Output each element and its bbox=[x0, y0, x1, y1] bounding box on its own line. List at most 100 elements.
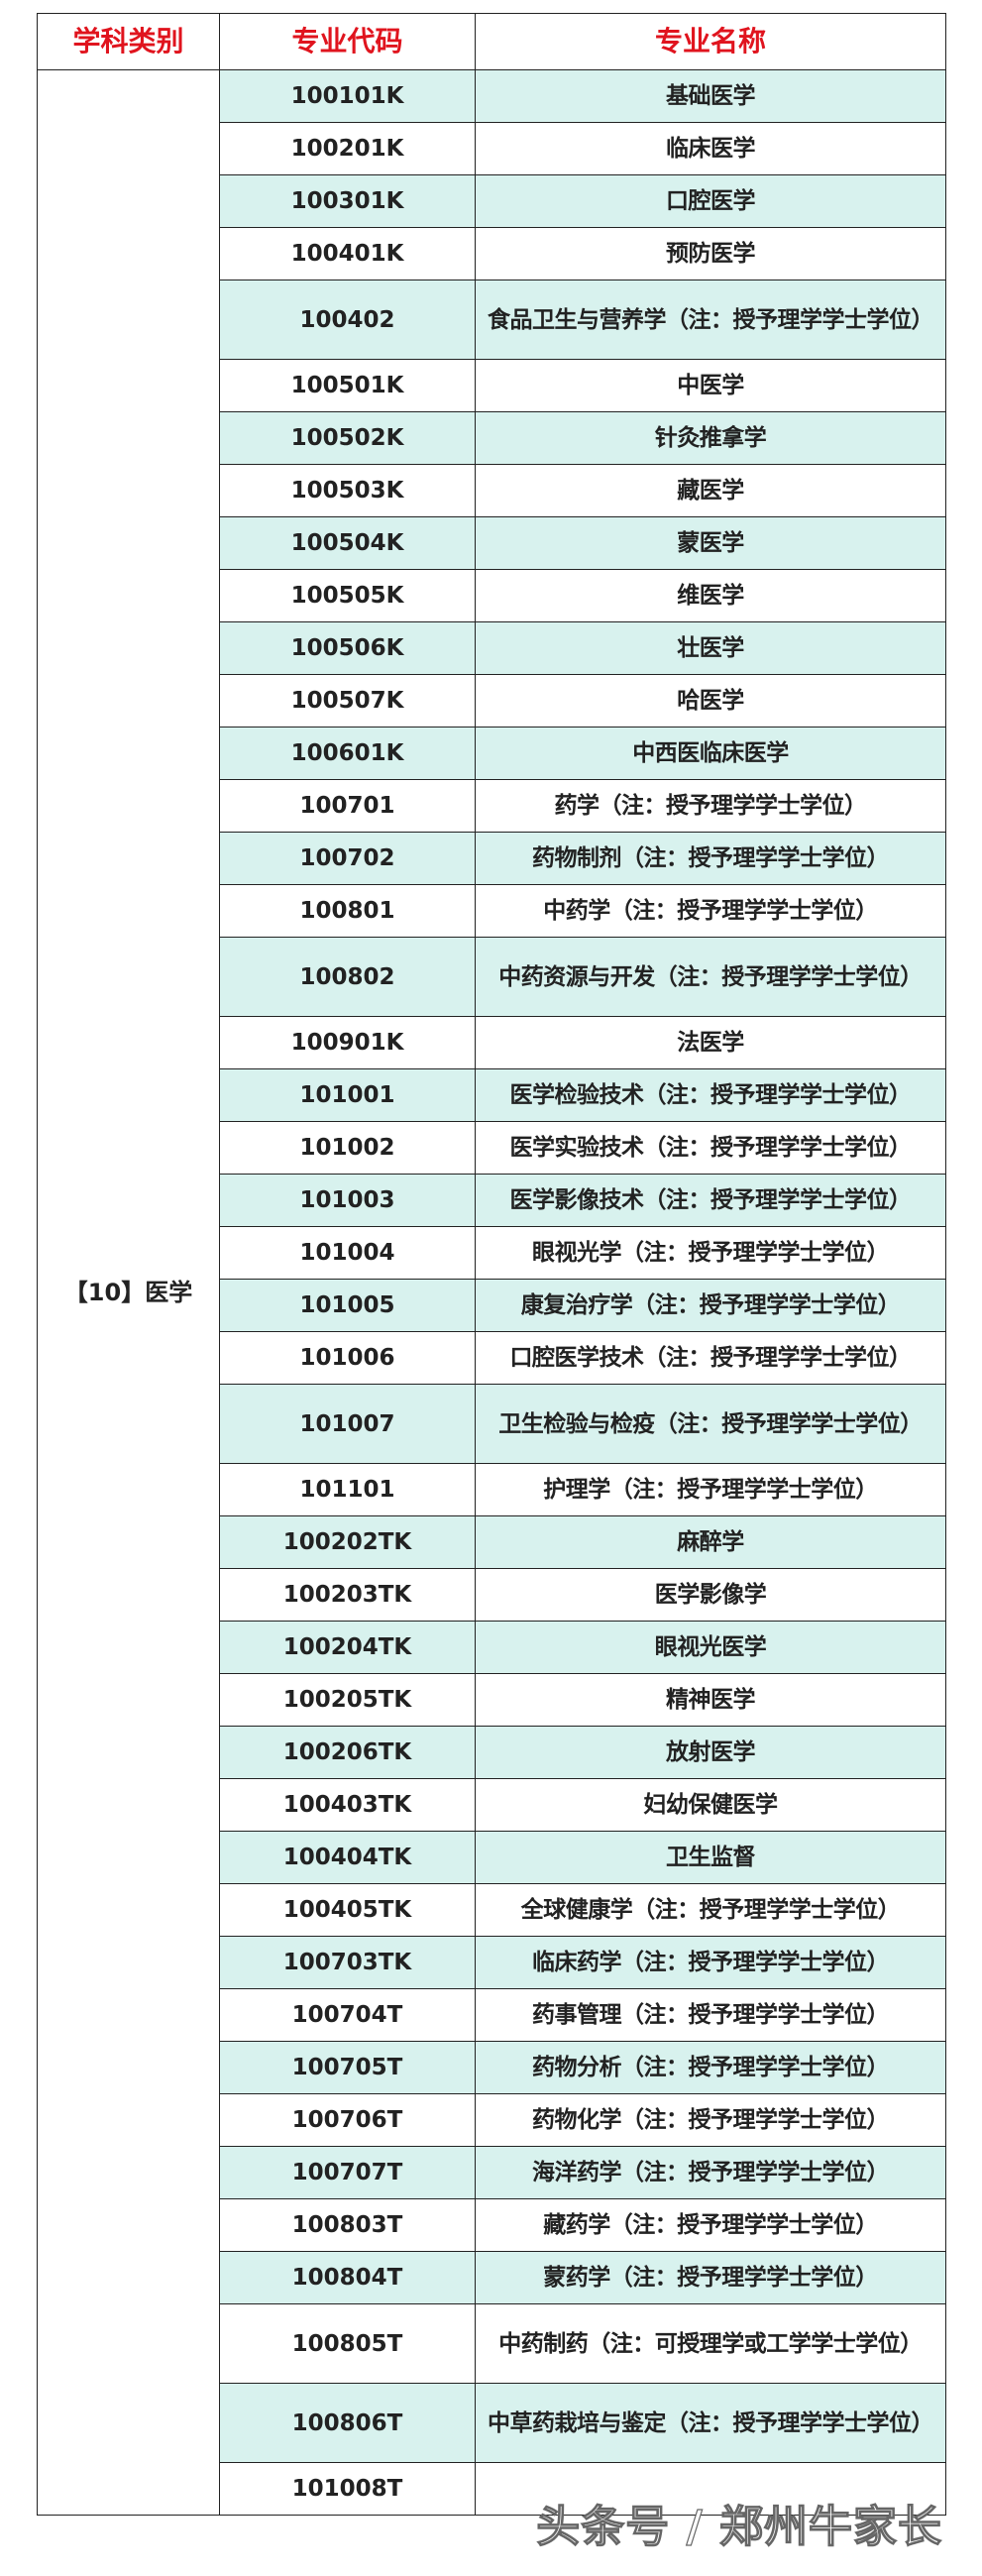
table-row: 101003 医学影像技术（注：授予理学学士学位） bbox=[38, 1174, 946, 1227]
major-code: 100705T bbox=[219, 2041, 476, 2094]
major-name: 中药学（注：授予理学学士学位） bbox=[475, 884, 946, 938]
table-row: 100802 中药资源与开发（注：授予理学学士学位） bbox=[38, 937, 946, 1017]
major-code: 100802 bbox=[219, 937, 476, 1017]
major-name: 护理学（注：授予理学学士学位） bbox=[475, 1463, 946, 1516]
major-code: 100505K bbox=[219, 569, 476, 622]
table-row: 100803T 藏药学（注：授予理学学士学位） bbox=[38, 2198, 946, 2252]
major-code: 100706T bbox=[219, 2093, 476, 2147]
major-code: 100101K bbox=[219, 69, 476, 123]
table-row: 100201K 临床医学 bbox=[38, 122, 946, 175]
table-row: 100203TK 医学影像学 bbox=[38, 1568, 946, 1622]
major-name: 药物分析（注：授予理学学士学位） bbox=[475, 2041, 946, 2094]
major-code: 100402 bbox=[219, 280, 476, 360]
major-name: 全球健康学（注：授予理学学士学位） bbox=[475, 1883, 946, 1937]
table-row: 100702 药物制剂（注：授予理学学士学位） bbox=[38, 832, 946, 885]
major-code: 100205TK bbox=[219, 1673, 476, 1727]
table-row: 100405TK 全球健康学（注：授予理学学士学位） bbox=[38, 1883, 946, 1937]
major-name: 药事管理（注：授予理学学士学位） bbox=[475, 1988, 946, 2042]
table-row: 100504K 蒙医学 bbox=[38, 516, 946, 570]
major-name: 口腔医学 bbox=[475, 174, 946, 228]
major-code: 100704T bbox=[219, 1988, 476, 2042]
major-code: 100806T bbox=[219, 2383, 476, 2463]
table-row: 100206TK 放射医学 bbox=[38, 1726, 946, 1779]
major-code: 101101 bbox=[219, 1463, 476, 1516]
table-row: 100706T 药物化学（注：授予理学学士学位） bbox=[38, 2093, 946, 2147]
major-name bbox=[475, 2462, 946, 2516]
major-name: 蒙医学 bbox=[475, 516, 946, 570]
major-code: 100507K bbox=[219, 674, 476, 728]
table-row: 101101 护理学（注：授予理学学士学位） bbox=[38, 1463, 946, 1516]
table-row: 100707T 海洋药学（注：授予理学学士学位） bbox=[38, 2146, 946, 2199]
major-name: 精神医学 bbox=[475, 1673, 946, 1727]
major-code: 100601K bbox=[219, 727, 476, 780]
major-name: 维医学 bbox=[475, 569, 946, 622]
table-row: 100704T 药事管理（注：授予理学学士学位） bbox=[38, 1988, 946, 2042]
major-name: 卫生检验与检疫（注：授予理学学士学位） bbox=[475, 1384, 946, 1464]
table-row: 100204TK 眼视光医学 bbox=[38, 1621, 946, 1674]
table-row: 101006 口腔医学技术（注：授予理学学士学位） bbox=[38, 1331, 946, 1385]
major-name: 药物制剂（注：授予理学学士学位） bbox=[475, 832, 946, 885]
major-code: 100504K bbox=[219, 516, 476, 570]
major-code: 100401K bbox=[219, 227, 476, 280]
major-name: 麻醉学 bbox=[475, 1515, 946, 1569]
header-code: 专业代码 bbox=[219, 13, 476, 70]
major-code: 100201K bbox=[219, 122, 476, 175]
major-name: 蒙药学（注：授予理学学士学位） bbox=[475, 2251, 946, 2304]
major-code: 100206TK bbox=[219, 1726, 476, 1779]
major-name: 医学影像学 bbox=[475, 1568, 946, 1622]
table-row: 100503K 藏医学 bbox=[38, 464, 946, 517]
major-code: 100203TK bbox=[219, 1568, 476, 1622]
major-name: 法医学 bbox=[475, 1016, 946, 1069]
table-row: 100805T 中药制药（注：可授理学或工学学士学位） bbox=[38, 2303, 946, 2384]
major-name: 藏医学 bbox=[475, 464, 946, 517]
table-row: 100501K 中医学 bbox=[38, 359, 946, 412]
major-code: 100707T bbox=[219, 2146, 476, 2199]
major-code: 100403TK bbox=[219, 1778, 476, 1832]
table-row: 100705T 药物分析（注：授予理学学士学位） bbox=[38, 2041, 946, 2094]
major-name: 基础医学 bbox=[475, 69, 946, 123]
table-row: 101002 医学实验技术（注：授予理学学士学位） bbox=[38, 1121, 946, 1175]
table-row: 101007 卫生检验与检疫（注：授予理学学士学位） bbox=[38, 1384, 946, 1464]
major-code: 101002 bbox=[219, 1121, 476, 1175]
major-code: 100405TK bbox=[219, 1883, 476, 1937]
category-cell: 【10】医学 bbox=[37, 69, 220, 2516]
major-code: 100501K bbox=[219, 359, 476, 412]
major-code: 100404TK bbox=[219, 1831, 476, 1884]
table-row: 100301K 口腔医学 bbox=[38, 174, 946, 228]
major-name: 医学检验技术（注：授予理学学士学位） bbox=[475, 1068, 946, 1122]
major-name: 眼视光学（注：授予理学学士学位） bbox=[475, 1226, 946, 1280]
major-name: 药物化学（注：授予理学学士学位） bbox=[475, 2093, 946, 2147]
header-category: 学科类别 bbox=[37, 13, 220, 70]
major-code: 100204TK bbox=[219, 1621, 476, 1674]
major-name: 临床医学 bbox=[475, 122, 946, 175]
table-row: 100401K 预防医学 bbox=[38, 227, 946, 280]
table-row: 101008T bbox=[38, 2462, 946, 2516]
major-code: 100502K bbox=[219, 411, 476, 465]
table-row: 101004 眼视光学（注：授予理学学士学位） bbox=[38, 1226, 946, 1280]
major-code: 100702 bbox=[219, 832, 476, 885]
major-code: 101006 bbox=[219, 1331, 476, 1385]
table-row: 100703TK 临床药学（注：授予理学学士学位） bbox=[38, 1936, 946, 1989]
major-name: 药学（注：授予理学学士学位） bbox=[475, 779, 946, 833]
major-code: 100202TK bbox=[219, 1515, 476, 1569]
major-name: 临床药学（注：授予理学学士学位） bbox=[475, 1936, 946, 1989]
major-code: 101001 bbox=[219, 1068, 476, 1122]
major-code: 100901K bbox=[219, 1016, 476, 1069]
table-row: 100205TK 精神医学 bbox=[38, 1673, 946, 1727]
table-row: 100402 食品卫生与营养学（注：授予理学学士学位） bbox=[38, 280, 946, 360]
table-row: 100804T 蒙药学（注：授予理学学士学位） bbox=[38, 2251, 946, 2304]
major-name: 预防医学 bbox=[475, 227, 946, 280]
major-code: 100503K bbox=[219, 464, 476, 517]
major-code: 100703TK bbox=[219, 1936, 476, 1989]
header-row: 学科类别 专业代码 专业名称 bbox=[37, 13, 946, 70]
major-name: 壮医学 bbox=[475, 621, 946, 675]
major-name: 卫生监督 bbox=[475, 1831, 946, 1884]
major-name: 医学实验技术（注：授予理学学士学位） bbox=[475, 1121, 946, 1175]
major-name: 针灸推拿学 bbox=[475, 411, 946, 465]
major-name: 口腔医学技术（注：授予理学学士学位） bbox=[475, 1331, 946, 1385]
major-code: 100801 bbox=[219, 884, 476, 938]
header-name: 专业名称 bbox=[475, 13, 946, 70]
table-row: 100502K 针灸推拿学 bbox=[38, 411, 946, 465]
major-name: 中药制药（注：可授理学或工学学士学位） bbox=[475, 2303, 946, 2384]
table-row: 100701 药学（注：授予理学学士学位） bbox=[38, 779, 946, 833]
